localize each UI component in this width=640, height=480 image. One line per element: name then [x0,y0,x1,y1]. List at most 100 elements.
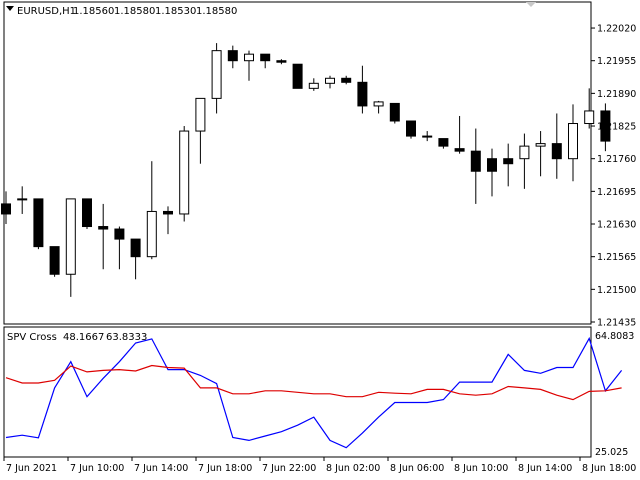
candle-body-bull [568,123,578,160]
candle [600,103,611,152]
candle-body-bull [17,198,28,201]
candle-body-bear [82,198,92,228]
candle [260,53,271,69]
time-tick-label: 8 Jun 10:00 [454,463,508,474]
candle-body-bear [130,238,141,258]
candle-body-bull [325,77,335,84]
candle [33,198,44,250]
candle [487,148,497,197]
candle [292,63,303,89]
ohlc-high: 1.18580 [114,6,155,17]
candle [389,102,400,124]
candle [438,138,449,149]
candle-body-bull [535,143,546,147]
candle-body-bull [179,130,190,215]
indicator-name: SPV Cross [7,332,57,343]
candle-body-bear [49,246,60,275]
candle [308,78,319,91]
candle [130,238,141,280]
price-axis: 1.22020 1.21955 1.21890 1.21825 1.21760 1.216… [591,24,636,329]
price-tick-label: 1.21695 [597,187,636,198]
ohlc-low: 1.18530 [155,6,196,17]
price-tick-label: 1.21825 [597,122,636,133]
candle-body-bear [389,102,400,122]
price-tick-label: 1.21890 [597,89,636,100]
candle-body-bear [503,158,514,165]
time-tick-label: 7 Jun 14:00 [134,463,188,474]
candle-body-bear [357,81,368,107]
candle-body-bull [519,145,530,160]
time-axis: 7 Jun 2021 7 Jun 10:00 7 Jun 14:00 7 Jun 18… [3,457,636,474]
candle [373,100,384,114]
spv-line-red [5,364,622,401]
candle [357,65,368,114]
symbol-dropdown-icon[interactable] [6,6,14,11]
candle [325,75,335,89]
candle [276,59,287,65]
chart-shift-marker-icon[interactable] [526,2,536,7]
candle [454,115,465,154]
candle-body-bear [163,210,173,215]
time-tick-label: 8 Jun 18:00 [582,463,636,474]
price-tick-label: 1.21500 [597,285,636,296]
candle [584,88,595,129]
indicator-scale-min: 25.025 [595,447,628,458]
candle [503,143,514,187]
candle [146,161,157,260]
candle [470,128,481,204]
candle-body-bear [227,50,238,62]
candle-body-bear [406,120,416,137]
candle [82,198,92,230]
candle [227,45,238,69]
price-tick-label: 1.21955 [597,56,636,67]
candle [568,104,578,182]
candle-body-bear [454,148,465,152]
candle [179,126,190,222]
candle-body-bull [422,135,433,138]
candle-body-bear [1,203,11,215]
time-tick-label: 8 Jun 06:00 [390,463,444,474]
candle-body-bear [33,198,44,248]
ohlc-close: 1.18580 [196,6,237,17]
candle [49,246,60,277]
candle-body-bear [292,63,303,89]
candle [17,186,28,214]
candles-layer [1,43,611,297]
candle-body-bull [211,50,222,99]
price-tick-label: 1.21435 [597,318,636,329]
price-tick-label: 1.21565 [597,252,636,263]
candle-body-bear [487,158,497,172]
price-tick-label: 1.21760 [597,154,636,165]
candle [406,120,416,139]
candle-body-bear [98,226,109,230]
time-tick-label: 8 Jun 14:00 [518,463,572,474]
price-panel [3,1,592,325]
candle-body-bear [600,110,611,142]
candle [519,133,530,189]
candle [551,113,562,179]
candle-body-bull [373,101,384,107]
candle-body-bull [584,110,595,125]
time-tick-label: 7 Jun 2021 [6,463,57,474]
candle [211,43,222,114]
indicator-lines [5,336,623,449]
candle-body-bear [551,143,562,160]
symbol-timeframe-label: EURUSD,H1 [17,6,76,17]
time-tick-label: 8 Jun 02:00 [326,463,380,474]
candle [422,131,433,142]
candle-body-bear [114,228,125,240]
candle [98,203,109,270]
candle-body-bear [341,77,352,83]
candle-body-bull [146,210,157,258]
candle [244,50,254,81]
candle [1,191,11,225]
time-tick-label: 7 Jun 10:00 [70,463,124,474]
ohlc-open: 1.18560 [73,6,114,17]
candle [195,97,206,164]
price-tick-label: 1.22020 [597,24,636,35]
candle [65,198,76,297]
candle [163,206,173,235]
candle [535,131,546,177]
time-tick-label: 7 Jun 22:00 [262,463,316,474]
